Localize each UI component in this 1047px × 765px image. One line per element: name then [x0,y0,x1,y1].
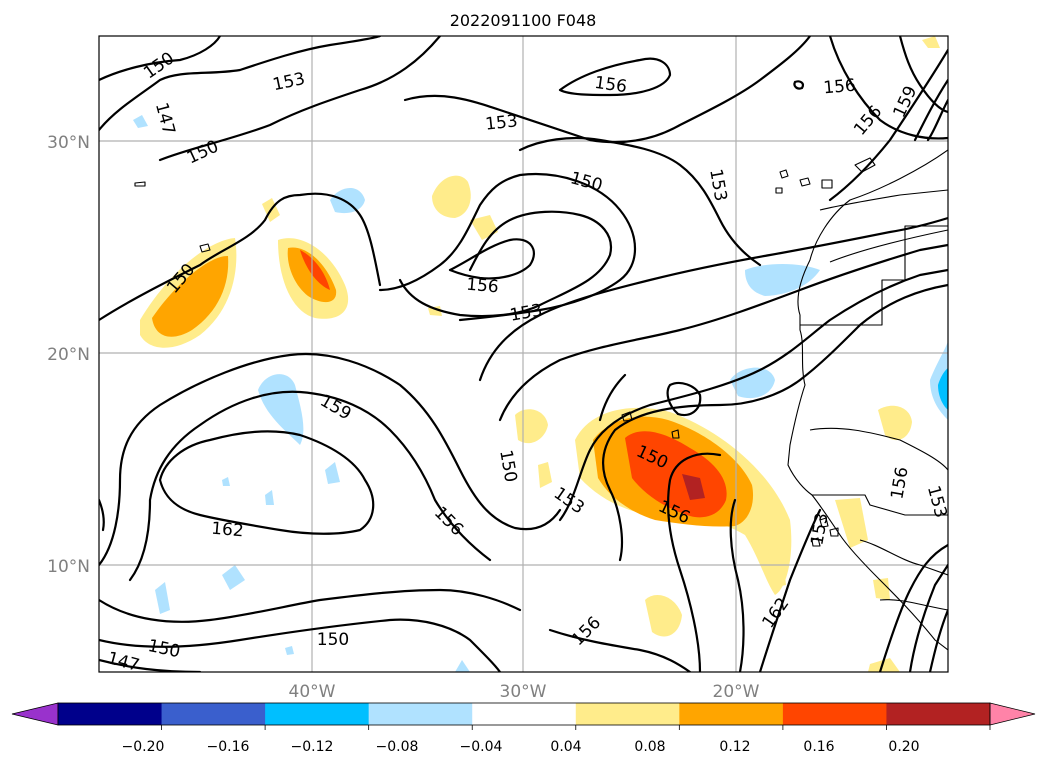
colorbar-ticks: −0.20 −0.16 −0.12 −0.08 −0.04 0.04 0.08 … [122,725,991,755]
colorbar-segment [58,703,163,725]
colorbar-tick-label: 0.20 [888,739,919,755]
colorbar-tick-label: −0.12 [291,739,334,755]
contour-label: 156 [465,275,499,298]
contour-label: 156 [823,76,857,99]
contour-label: 147 [105,648,142,676]
map-frame [98,35,949,673]
colorbar-segment [265,703,370,725]
colorbar-tick-label: −0.08 [376,739,419,755]
colorbar-segment [472,703,577,725]
colorbar-tick-label: 0.16 [803,739,834,755]
latitude-labels: 30°N 20°N 10°N [47,133,90,577]
colorbar-segment [575,703,680,725]
colorbar-segments [58,703,991,725]
contour-label: 153 [484,111,518,134]
longitude-labels: 40°W 30°W 20°W [289,682,760,702]
colorbar-tick-label: −0.20 [122,739,165,755]
lon-label-20w: 20°W [713,682,760,702]
lon-label-30w: 30°W [500,682,547,702]
colorbar-segment [368,703,473,725]
lat-label-20n: 20°N [47,345,90,365]
colorbar-tick-label: 0.12 [719,739,750,755]
colorbar-tick-label: −0.04 [460,739,503,755]
lon-label-40w: 40°W [289,682,336,702]
gridlines [99,36,948,672]
colorbar-segment [886,703,991,725]
colorbar-under-arrow [11,702,59,726]
colorbar: −0.20 −0.16 −0.12 −0.08 −0.04 0.04 0.08 … [11,702,1036,755]
map-panel: 150 153 156 147 150 153 150 153 156 150 … [99,36,948,676]
colorbar-tick-label: −0.16 [207,739,250,755]
colorbar-frame [57,702,991,726]
coastlines [134,149,948,651]
colorbar-tick-label: 0.08 [634,739,665,755]
contour-label: 150 [317,630,349,650]
lat-label-30n: 30°N [47,133,90,153]
map-title: 2022091100 F048 [450,11,597,30]
colorbar-over-arrow [989,702,1036,726]
contour-label: 156 [593,73,628,97]
contour-label: 162 [210,519,244,542]
colorbar-segment [782,703,887,725]
colorbar-tick-label: 0.04 [550,739,581,755]
lat-label-10n: 10°N [47,557,90,577]
height-contours [99,36,948,672]
colorbar-segment [679,703,784,725]
colorbar-segment [161,703,266,725]
